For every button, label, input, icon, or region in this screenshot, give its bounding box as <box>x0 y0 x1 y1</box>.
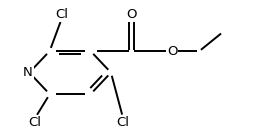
Text: Cl: Cl <box>117 116 130 129</box>
Text: Cl: Cl <box>55 8 68 21</box>
Text: N: N <box>23 66 33 79</box>
Text: O: O <box>167 45 177 58</box>
Text: O: O <box>126 8 136 21</box>
Text: Cl: Cl <box>28 116 41 129</box>
